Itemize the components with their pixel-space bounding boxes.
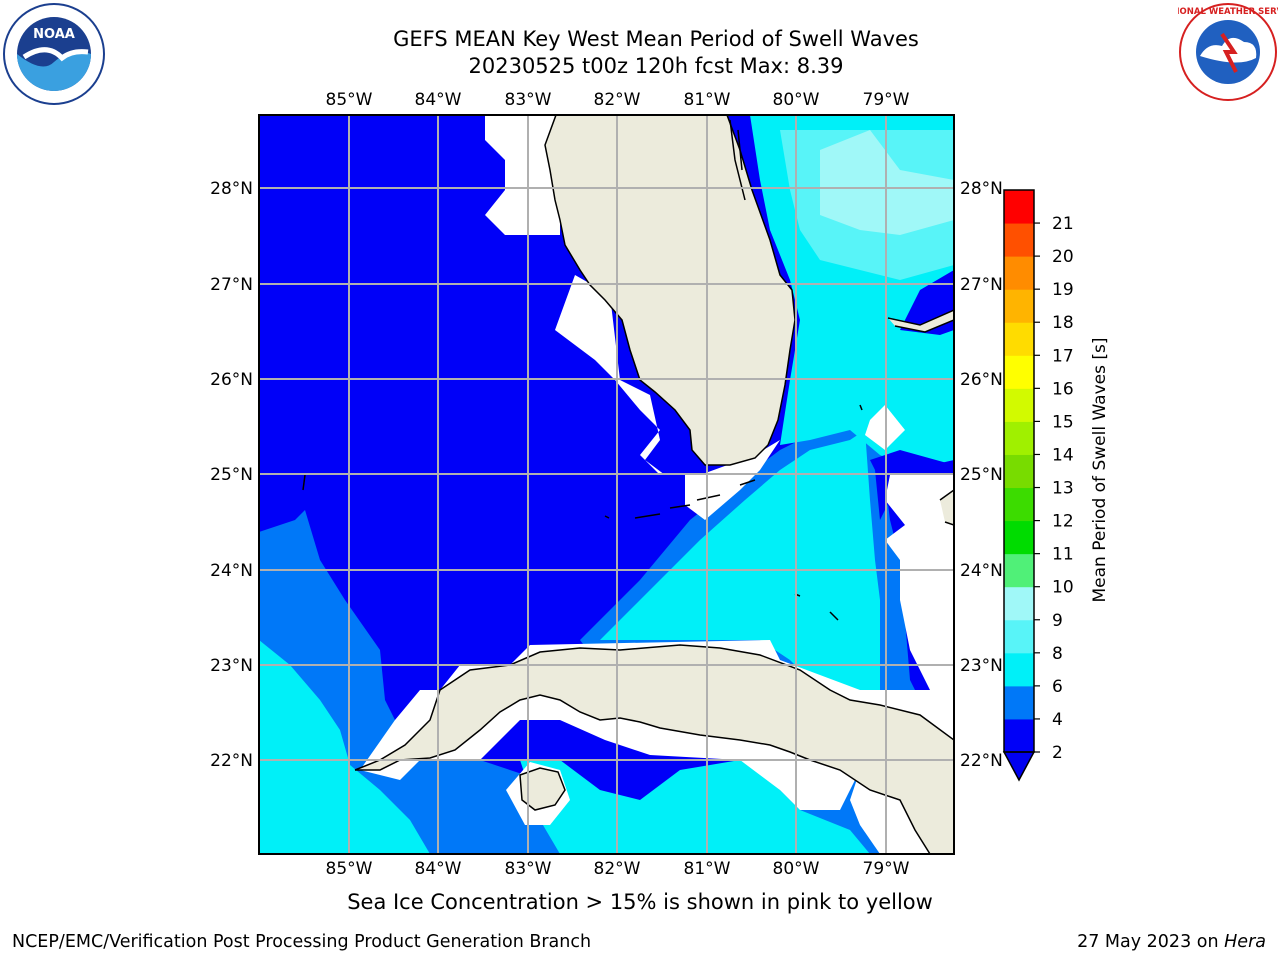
longitude-label: 80°W	[773, 90, 820, 110]
latitude-label: 24°N	[960, 561, 1003, 581]
colorbar-swatch	[1004, 487, 1034, 522]
ocean-band-6-8-west	[259, 640, 430, 854]
latitude-label: 25°N	[210, 465, 253, 485]
colorbar-swatch	[1004, 619, 1034, 654]
latitude-label: 22°N	[960, 751, 1003, 771]
latitude-label: 27°N	[960, 275, 1003, 295]
land-areas	[355, 115, 954, 854]
latitude-label: 28°N	[960, 179, 1003, 199]
colorbar-tick-label: 15	[1052, 412, 1074, 432]
colorbar-swatch	[1004, 421, 1034, 455]
latitude-label: 23°N	[210, 656, 253, 676]
latitude-label: 27°N	[210, 275, 253, 295]
bahamas-island	[940, 490, 954, 525]
credit-date: 27 May 2023 on Hera	[1077, 932, 1266, 952]
cuba-landmass	[355, 645, 954, 854]
isla-de-la-juventud	[520, 768, 565, 810]
longitude-label: 79°W	[863, 90, 910, 110]
map-gridlines	[259, 115, 954, 854]
colorbar-swatch	[1004, 223, 1034, 257]
longitude-label: 83°W	[505, 859, 552, 879]
colorbar-under-arrow	[1002, 751, 1036, 782]
longitude-label: 81°W	[684, 859, 731, 879]
colorbar-swatch	[1004, 553, 1034, 588]
longitude-label: 80°W	[773, 859, 820, 879]
colorbar-tick-label: 6	[1052, 677, 1063, 697]
nws-logo-text: NATIONAL WEATHER SERVICE	[1178, 7, 1278, 17]
longitude-label: 79°W	[863, 859, 910, 879]
colorbar-swatch	[1004, 652, 1034, 687]
latitude-label: 28°N	[210, 179, 253, 199]
colorbar-swatch	[1004, 388, 1034, 422]
colorbar-swatch	[1004, 289, 1034, 323]
latitude-label: 22°N	[210, 751, 253, 771]
colorbar-tick-label: 10	[1052, 578, 1074, 598]
colorbar-tick-label: 13	[1052, 479, 1074, 499]
colorbar-tick-label: 19	[1052, 280, 1074, 300]
colorbar-tick-label: 18	[1052, 313, 1074, 333]
colorbar: 2 4 6 8 9 10 11 12 13 14 15 16 17 18 19 20 21	[1002, 189, 1074, 782]
colorbar-frame	[1003, 189, 1035, 753]
colorbar-swatch	[1004, 322, 1034, 356]
noaa-logo: NOAA	[3, 3, 105, 105]
colorbar-tick-label: 12	[1052, 512, 1074, 532]
latitude-label: 26°N	[210, 370, 253, 390]
latitude-label: 25°N	[960, 465, 1003, 485]
colorbar-swatch	[1004, 190, 1034, 224]
longitude-label: 84°W	[415, 90, 462, 110]
sea-ice-note: Sea Ice Concentration > 15% is shown in …	[347, 890, 933, 914]
latitude-label: 23°N	[960, 656, 1003, 676]
ocean-band-2-4-atlantic	[870, 450, 954, 520]
latitude-label: 26°N	[960, 370, 1003, 390]
map-plot-area	[259, 115, 954, 854]
colorbar-swatch	[1004, 718, 1034, 753]
latitude-label: 24°N	[210, 561, 253, 581]
longitude-label: 82°W	[594, 859, 641, 879]
credit-branch: NCEP/EMC/Verification Post Processing Pr…	[12, 932, 592, 952]
ocean-band-6-8-south	[520, 760, 870, 854]
colorbar-label: Mean Period of Swell Waves [s]	[1090, 338, 1110, 603]
colorbar-swatch	[1004, 355, 1034, 389]
credit-date-text: 27 May 2023 on	[1077, 932, 1225, 952]
latitude-labels-right: 28°N 27°N 26°N 25°N 24°N 23°N 22°N	[960, 179, 1003, 771]
longitude-labels-top: 85°W 84°W 83°W 82°W 81°W 80°W 79°W	[326, 90, 910, 110]
credit-host: Hera	[1224, 932, 1266, 952]
longitude-label: 81°W	[684, 90, 731, 110]
colorbar-tick-label: 14	[1052, 445, 1074, 465]
colorbar-tick-label: 16	[1052, 379, 1074, 399]
colorbar-swatch	[1004, 685, 1034, 720]
colorbar-swatch	[1004, 256, 1034, 290]
noaa-logo-text: NOAA	[33, 27, 75, 42]
coastlines	[302, 115, 954, 854]
colorbar-swatch	[1004, 520, 1034, 555]
longitude-labels-bottom: 85°W 84°W 83°W 82°W 81°W 80°W 79°W	[326, 859, 910, 879]
colorbar-tick-label: 8	[1052, 644, 1063, 664]
colorbar-tick-label: 2	[1052, 743, 1063, 763]
colorbar-tick-label: 21	[1052, 214, 1074, 234]
latitude-labels-left: 28°N 27°N 26°N 25°N 24°N 23°N 22°N	[210, 179, 253, 771]
colorbar-swatch	[1004, 454, 1034, 489]
colorbar-swatch	[1004, 586, 1034, 621]
colorbar-tick-label: 11	[1052, 545, 1074, 565]
longitude-label: 85°W	[326, 859, 373, 879]
longitude-label: 82°W	[594, 90, 641, 110]
map-subtitle: 20230525 t00z 120h fcst Max: 8.39	[468, 54, 844, 78]
colorbar-tick-label: 4	[1052, 710, 1063, 730]
ocean-band-6-8-straits	[600, 430, 880, 700]
longitude-label: 85°W	[326, 90, 373, 110]
colorbar-tick-label: 9	[1052, 611, 1063, 631]
map-frame	[258, 114, 955, 855]
map-title: GEFS MEAN Key West Mean Period of Swell …	[393, 27, 919, 51]
longitude-label: 83°W	[505, 90, 552, 110]
florida-peninsula	[545, 115, 795, 465]
colorbar-tick-label: 17	[1052, 346, 1074, 366]
longitude-label: 84°W	[415, 859, 462, 879]
nws-logo: NATIONAL WEATHER SERVICE	[1178, 3, 1278, 101]
colorbar-tick-label: 20	[1052, 247, 1074, 267]
